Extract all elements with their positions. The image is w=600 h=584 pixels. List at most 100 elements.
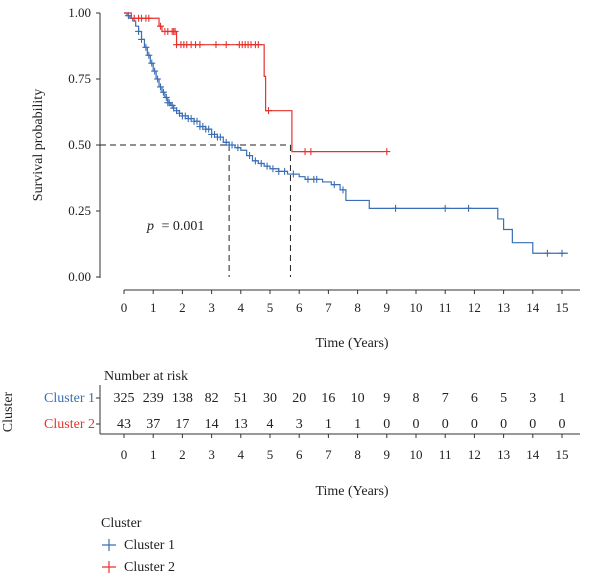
risk-cell: 82 (205, 391, 219, 406)
risk-table-title: Number at risk (104, 369, 188, 384)
censor-mark (263, 162, 271, 170)
censor-mark (246, 152, 254, 160)
risk-x-tick-label: 14 (526, 447, 540, 462)
median-lines (100, 144, 291, 277)
legend-title: Cluster (101, 516, 142, 531)
x-tick-label: 1 (150, 300, 157, 315)
x-tick-label: 0 (121, 300, 128, 315)
series-2 (124, 12, 391, 156)
censor-mark (142, 43, 150, 51)
y-ticks: 0.00 0.25 0.50 0.75 1.00 (68, 5, 100, 284)
risk-x-tick-label: 1 (150, 447, 157, 462)
x-tick-label: 10 (410, 300, 423, 315)
censor-mark (222, 41, 230, 49)
x-tick-label: 8 (354, 300, 361, 315)
x-axis-label: Time (Years) (315, 336, 388, 351)
risk-table-rows: Cluster 1 325 239 138 82 51 30 20 16 10 9 8 7 6 5 3 1Clu… (44, 391, 565, 432)
x-tick-label: 6 (296, 300, 303, 315)
x-tick-label: 12 (468, 300, 481, 315)
risk-cell: 4 (267, 417, 274, 432)
risk-table: Number at risk Cluster Cluster 1 325 239 13… (1, 369, 580, 499)
x-tick-label: 14 (526, 300, 540, 315)
risk-cell: 3 (296, 417, 303, 432)
censor-mark (307, 148, 315, 156)
x-tick-label: 5 (267, 300, 274, 315)
risk-x-tick-label: 15 (556, 447, 569, 462)
risk-cell: 0 (559, 417, 566, 432)
legend-entries: Cluster 1 Cluster 2 (102, 538, 175, 575)
y-tick-label: 0.75 (68, 71, 91, 86)
censor-mark (301, 148, 309, 156)
risk-cell: 7 (442, 391, 449, 406)
risk-cell: 16 (321, 391, 335, 406)
x-tick-label: 15 (556, 300, 569, 315)
risk-cell: 1 (559, 391, 566, 406)
series-1 (124, 12, 568, 257)
censor-mark (135, 27, 143, 35)
risk-cell: 1 (354, 417, 361, 432)
risk-cell: 10 (351, 391, 365, 406)
risk-cell: 8 (413, 391, 420, 406)
censor-mark (254, 41, 262, 49)
survival-curves (124, 12, 568, 257)
risk-cell: 239 (143, 391, 164, 406)
censor-mark (162, 93, 170, 101)
risk-x-tick-label: 9 (384, 447, 391, 462)
censor-mark (251, 157, 259, 165)
x-tick-label: 11 (439, 300, 452, 315)
censor-mark (228, 141, 236, 149)
p-value-label: p (146, 219, 154, 234)
risk-x-tick-label: 11 (439, 447, 452, 462)
risk-cell: 325 (114, 391, 135, 406)
censor-mark (383, 148, 391, 156)
censor-mark (265, 107, 273, 115)
risk-x-tick-label: 0 (121, 447, 128, 462)
censor-mark (330, 181, 338, 189)
censor-mark (145, 14, 153, 22)
risk-cell: 14 (205, 417, 219, 432)
risk-x-tick-label: 13 (497, 447, 510, 462)
p-value-annotation: p = 0.001 (146, 219, 204, 234)
risk-cell: 3 (529, 391, 536, 406)
x-ticks: 0 1 2 3 4 5 6 7 8 9 10 11 12 13 14 15 (121, 290, 569, 315)
risk-x-tick-label: 5 (267, 447, 274, 462)
censor-mark (138, 35, 146, 43)
legend-label: Cluster 1 (124, 538, 175, 553)
censor-mark (269, 165, 277, 173)
censor-mark (304, 175, 312, 183)
censor-mark (289, 170, 297, 178)
censor-mark (193, 117, 201, 125)
risk-table-row-header: Cluster (1, 391, 16, 432)
survival-curve-line (124, 12, 384, 153)
censor-mark (212, 41, 220, 49)
censor-mark (171, 27, 179, 35)
risk-cell: 0 (471, 417, 478, 432)
censor-mark (157, 22, 164, 30)
risk-x-tick-label: 6 (296, 447, 303, 462)
censor-mark (205, 125, 213, 133)
risk-row-label: Cluster 1 (44, 391, 95, 406)
risk-cell: 51 (234, 391, 248, 406)
censor-mark (339, 186, 347, 194)
legend-marker (102, 561, 116, 573)
y-tick-label: 0.50 (68, 137, 91, 152)
risk-cell: 1 (325, 417, 332, 432)
censor-mark (465, 204, 473, 212)
censor-mark (148, 59, 156, 67)
x-tick-label: 7 (325, 300, 332, 315)
censor-mark (216, 133, 224, 141)
legend-marker (102, 539, 116, 551)
censor-mark (543, 249, 551, 257)
x-tick-label: 4 (238, 300, 245, 315)
censor-mark (145, 51, 153, 59)
risk-cell: 30 (263, 391, 277, 406)
p-value-text: = 0.001 (162, 219, 205, 234)
risk-cell: 0 (529, 417, 536, 432)
risk-cell: 9 (383, 391, 390, 406)
x-tick-label: 9 (384, 300, 391, 315)
risk-cell: 0 (413, 417, 420, 432)
risk-cell: 17 (175, 417, 189, 432)
risk-cell: 5 (500, 391, 507, 406)
risk-x-tick-label: 12 (468, 447, 481, 462)
